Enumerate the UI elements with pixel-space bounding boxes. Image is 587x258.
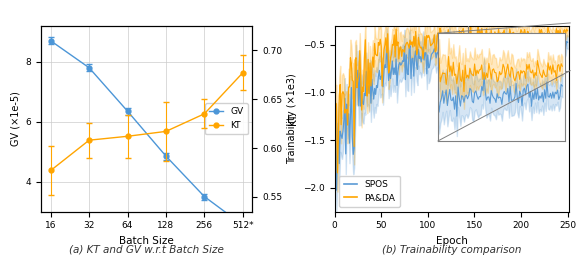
Text: (a) KT and GV w.r.t Batch Size: (a) KT and GV w.r.t Batch Size — [69, 245, 224, 255]
Text: (b) Trainability comparison: (b) Trainability comparison — [382, 245, 522, 255]
X-axis label: Batch Size: Batch Size — [119, 236, 174, 246]
Legend: GV, KT: GV, KT — [205, 103, 248, 134]
Y-axis label: Trainability (×1e3): Trainability (×1e3) — [288, 73, 298, 164]
Y-axis label: GV (×1e-5): GV (×1e-5) — [10, 91, 20, 146]
Bar — [468, 23, 571, 71]
Y-axis label: KT: KT — [288, 112, 298, 125]
Legend: SPOS, PA&DA: SPOS, PA&DA — [339, 175, 400, 207]
X-axis label: Epoch: Epoch — [436, 236, 468, 246]
